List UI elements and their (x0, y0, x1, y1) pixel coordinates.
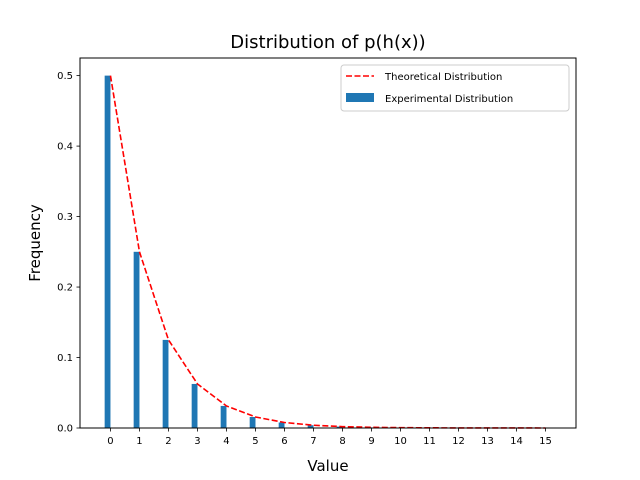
bar-7 (307, 425, 314, 428)
x-tick-label-7: 7 (310, 436, 316, 447)
x-tick-label-3: 3 (194, 436, 200, 447)
x-tick-label-5: 5 (252, 436, 258, 447)
bar-2 (162, 339, 169, 428)
x-tick-label-4: 4 (223, 436, 229, 447)
bar-0 (104, 75, 111, 428)
y-axis: 0.0 0.1 0.2 0.3 0.4 0.5 (57, 71, 80, 435)
legend-box (340, 64, 570, 112)
x-tick-label-9: 9 (368, 436, 374, 447)
x-tick-label-13: 13 (481, 436, 494, 447)
legend: Theoretical Distribution Experimental Di… (340, 64, 570, 112)
x-axis-label: Value (307, 457, 348, 475)
x-tick-label-0: 0 (107, 436, 113, 447)
bar-5 (249, 417, 256, 428)
y-tick-label-0: 0.0 (57, 424, 73, 435)
x-tick-label-1: 1 (136, 436, 142, 447)
y-tick-label-3: 0.3 (57, 212, 73, 223)
x-tick-label-6: 6 (281, 436, 287, 447)
plot-frame (79, 57, 577, 429)
legend-label-experimental: Experimental Distribution (385, 94, 513, 105)
bar-3 (191, 383, 198, 428)
theoretical-line (109, 75, 546, 429)
line-series (109, 75, 546, 429)
x-tick-label-14: 14 (510, 436, 523, 447)
bar-4 (220, 405, 227, 428)
x-tick-label-12: 12 (452, 436, 465, 447)
bar-1 (133, 251, 140, 428)
y-tick-label-2: 0.2 (57, 283, 73, 294)
legend-label-theoretical: Theoretical Distribution (384, 72, 502, 83)
y-tick-label-1: 0.1 (57, 353, 73, 364)
x-tick-label-2: 2 (165, 436, 171, 447)
chart-title: Distribution of p(h(x)) (230, 32, 425, 53)
bar-6 (278, 422, 285, 428)
legend-swatch-experimental (346, 93, 374, 102)
x-tick-label-8: 8 (339, 436, 345, 447)
y-tick-label-5: 0.5 (57, 71, 73, 82)
bar-8 (336, 426, 343, 428)
y-tick-label-4: 0.4 (57, 142, 73, 153)
x-tick-label-11: 11 (423, 436, 436, 447)
x-axis: 0 1 2 3 4 5 6 7 8 9 10 11 12 13 14 15 (107, 428, 552, 447)
x-tick-label-15: 15 (539, 436, 552, 447)
x-tick-label-10: 10 (394, 436, 407, 447)
y-axis-label: Frequency (26, 204, 44, 282)
